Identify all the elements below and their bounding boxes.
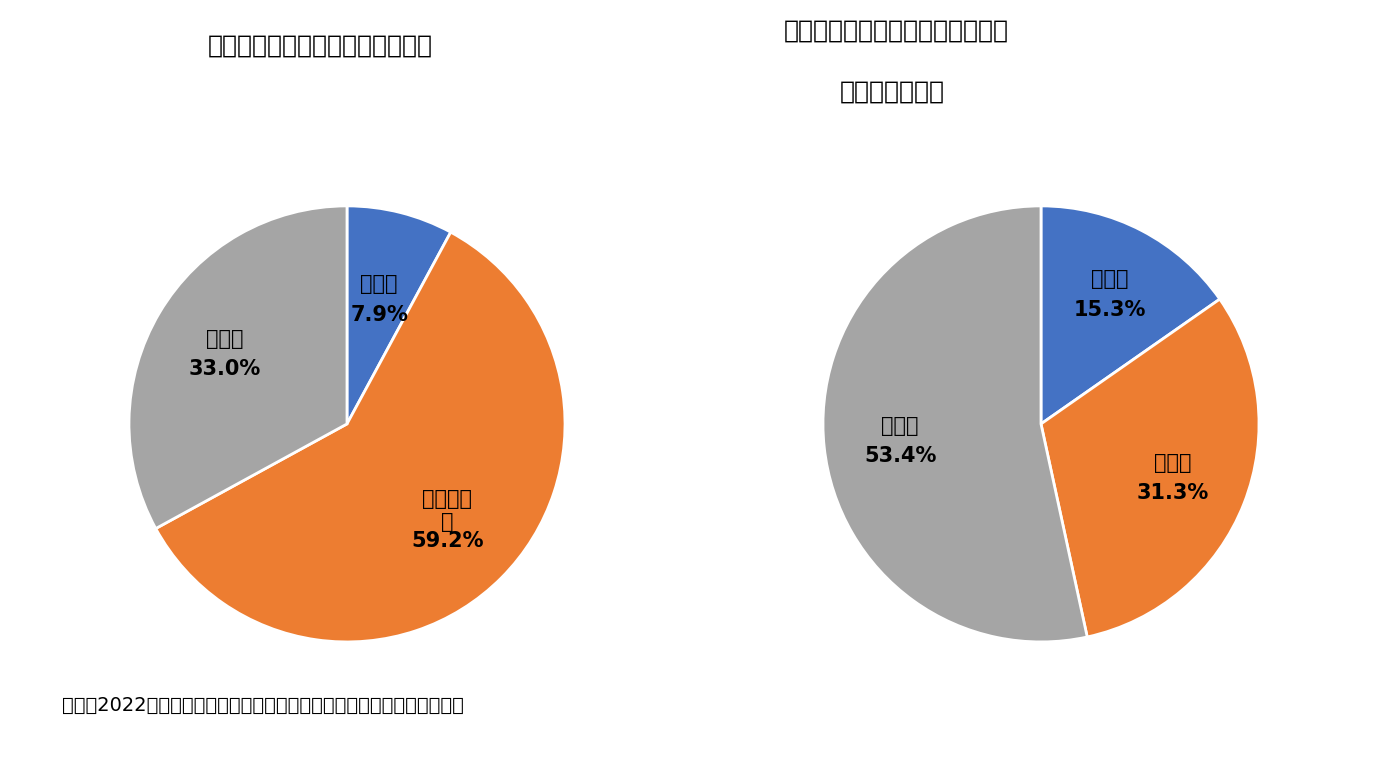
Text: 未策定: 未策定 (207, 329, 244, 348)
Text: 実施中: 実施中 (1091, 269, 1128, 289)
Text: 検討中: 検討中 (1155, 453, 1192, 472)
Wedge shape (823, 206, 1087, 642)
Text: 策定済: 策定済 (361, 274, 398, 294)
Text: 図表７　個別避難計画を活用した: 図表７ 個別避難計画を活用した (784, 19, 1009, 43)
Wedge shape (347, 206, 451, 424)
Text: 59.2%: 59.2% (411, 531, 483, 551)
Text: 図表６　個別避難計画の策定状況: 図表６ 個別避難計画の策定状況 (208, 34, 433, 58)
Text: 一部策定
済: 一部策定 済 (422, 489, 472, 532)
Text: 未検討: 未検討 (881, 416, 919, 436)
Text: 33.0%: 33.0% (189, 359, 261, 379)
Text: 53.4%: 53.4% (863, 447, 937, 466)
Text: 訓練の実施状況: 訓練の実施状況 (840, 79, 945, 104)
Wedge shape (1041, 299, 1259, 637)
Text: 7.9%: 7.9% (350, 304, 408, 325)
Wedge shape (129, 206, 347, 528)
Text: 31.3%: 31.3% (1137, 483, 1209, 503)
Wedge shape (155, 232, 565, 642)
Text: （注）2022年１月１日時点　（出所）消防庁のデータをもとに筆者作成: （注）2022年１月１日時点 （出所）消防庁のデータをもとに筆者作成 (62, 696, 465, 715)
Wedge shape (1041, 206, 1220, 424)
Text: 15.3%: 15.3% (1073, 300, 1145, 320)
